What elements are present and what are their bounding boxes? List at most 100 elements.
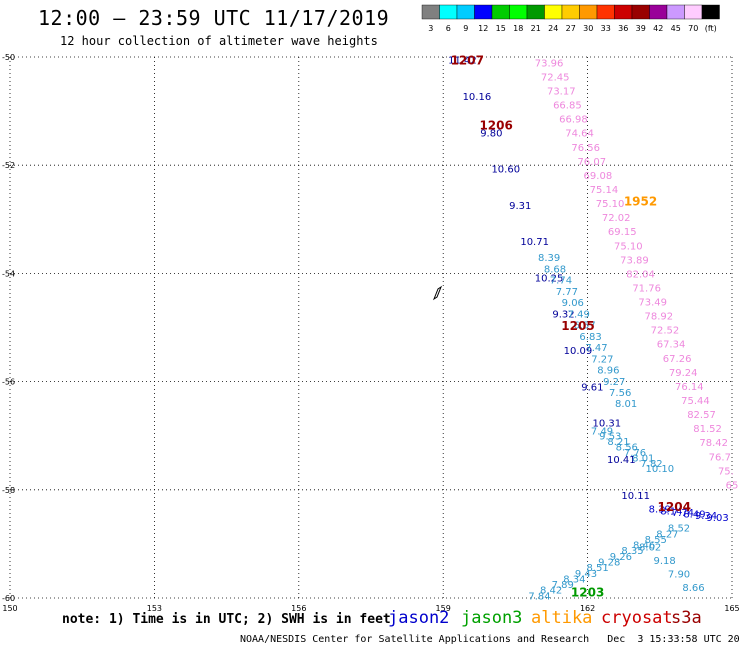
swh-value: 9.26: [610, 552, 632, 563]
pass-number-label: 1204: [658, 500, 691, 514]
colorbar-label: 36: [618, 24, 628, 33]
swh-value: 71.76: [632, 283, 661, 294]
swh-value: 8.01: [632, 453, 654, 464]
pass-number-label: 1207: [451, 54, 484, 68]
legend-cryosat: cryosat: [601, 608, 673, 628]
swh-value: 10.25: [535, 273, 564, 284]
colorbar-swatch: [596, 4, 615, 20]
swh-value: 81.52: [693, 424, 722, 435]
colorbar-label: 33: [601, 24, 611, 33]
swh-value: 75.44: [681, 396, 710, 407]
swh-value: 76.56: [571, 143, 600, 154]
swh-value: 65: [726, 480, 739, 491]
swh-value: 8.02: [639, 543, 661, 554]
legend-s3a: s3a: [671, 608, 702, 628]
swh-value: 7.47: [585, 343, 607, 354]
footer-note: note: 1) Time is in UTC; 2) SWH is in fe…: [62, 612, 391, 627]
swh-value: 8.35: [621, 546, 643, 557]
swh-value: 7.27: [591, 354, 613, 365]
swh-value: 6.83: [579, 332, 601, 343]
swh-value: 8.51: [586, 563, 608, 574]
swh-value: 9.18: [653, 556, 675, 567]
colorbar-swatch: [491, 4, 510, 20]
y-tick-label: -58: [2, 486, 15, 495]
swh-value: 75.: [718, 466, 734, 477]
colorbar-swatch: [701, 4, 720, 20]
swh-value: 6.57: [574, 321, 596, 332]
y-tick-label: -50: [2, 53, 15, 62]
swh-value: 8.27: [656, 529, 678, 540]
y-tick-label: -52: [2, 161, 15, 170]
x-tick-label: 150: [2, 604, 17, 613]
colorbar-label: 24: [548, 24, 558, 33]
swh-value: 74.64: [565, 129, 594, 140]
swh-value: 8.66: [682, 583, 704, 594]
colorbar-label: 18: [513, 24, 523, 33]
swh-value: 7.49: [568, 309, 590, 320]
swh-value: 7.49: [591, 426, 613, 437]
chart-title: 12:00 – 23:59 UTC 11/17/2019: [38, 6, 390, 30]
swh-value: 9.31: [509, 201, 531, 212]
swh-value: 8.55: [645, 535, 667, 546]
pass-number-label: 1205: [561, 319, 594, 333]
swh-value: 8.21: [607, 437, 629, 448]
colorbar-swatch: [509, 4, 528, 20]
colorbar-label: 21: [531, 24, 541, 33]
y-tick-label: -60: [2, 594, 15, 603]
colorbar-swatch: [649, 4, 668, 20]
swh-value: 72.52: [651, 326, 680, 337]
plot-area: 150 153 156 159 162 165 -50 -52 -54 -56 -58 -60 11.4…: [2, 53, 740, 613]
island-outline: [432, 285, 443, 301]
swh-value: 10.71: [520, 237, 549, 248]
colorbar-swatch: [666, 4, 685, 20]
swh-value: 8.68: [544, 264, 566, 275]
x-tick-label: 165: [724, 604, 739, 613]
colorbar-label: 70: [688, 24, 698, 33]
swh-value: 9.32: [552, 310, 574, 321]
legend-altika: altika: [531, 608, 593, 628]
swh-value: 8.39: [649, 505, 671, 516]
swh-value: 9.80: [480, 128, 502, 139]
swh-value: 9.27: [603, 377, 625, 388]
colorbar-label: 30: [583, 24, 593, 33]
swh-value: 7.76: [624, 448, 646, 459]
swh-value: 73.49: [638, 298, 667, 309]
swh-value: 82.57: [687, 410, 716, 421]
colorbar-label: (ft): [705, 24, 717, 33]
x-tick-label: 162: [580, 604, 595, 613]
swh-value: 7.82: [640, 459, 662, 470]
swh-value: 76.7: [709, 452, 731, 463]
colorbar-label: 9: [463, 24, 468, 33]
swh-value: 72.02: [602, 213, 631, 224]
swh-value: 8.39: [538, 253, 560, 264]
swh-value: 75.10: [614, 241, 643, 252]
swh-value: 75.10: [596, 199, 625, 210]
y-tick-label: -54: [2, 269, 15, 278]
swh-value: 69.15: [608, 227, 637, 238]
swh-value: 10.10: [645, 464, 674, 475]
colorbar-label: 42: [653, 24, 663, 33]
swh-value: 9.53: [599, 432, 621, 443]
swh-value: 10.09: [564, 346, 593, 357]
swh-value: 9.34: [695, 511, 717, 522]
swh-value: 82.04: [626, 269, 655, 280]
colorbar-label: 27: [566, 24, 576, 33]
swh-value: 8.34: [563, 574, 585, 585]
swh-value: 7.74: [672, 508, 694, 519]
swh-value: 7.89: [552, 580, 574, 591]
swh-value: 7.74: [550, 276, 572, 287]
swh-value: 73.89: [620, 255, 649, 266]
colorbar-label: 39: [636, 24, 646, 33]
pass-number-label: 1206: [479, 119, 512, 133]
swh-value: 66.85: [553, 101, 582, 112]
swh-value: 9.06: [562, 298, 584, 309]
swh-value: 8.14: [660, 506, 682, 517]
swh-value: 8.01: [615, 399, 637, 410]
colorbar-swatch: [526, 4, 545, 20]
legend-jason2: jason2: [388, 608, 450, 628]
x-tick-label: 153: [147, 604, 162, 613]
swh-value: 8.56: [616, 443, 638, 454]
swh-value: 73.96: [535, 58, 564, 69]
colorbar-swatch: [631, 4, 650, 20]
